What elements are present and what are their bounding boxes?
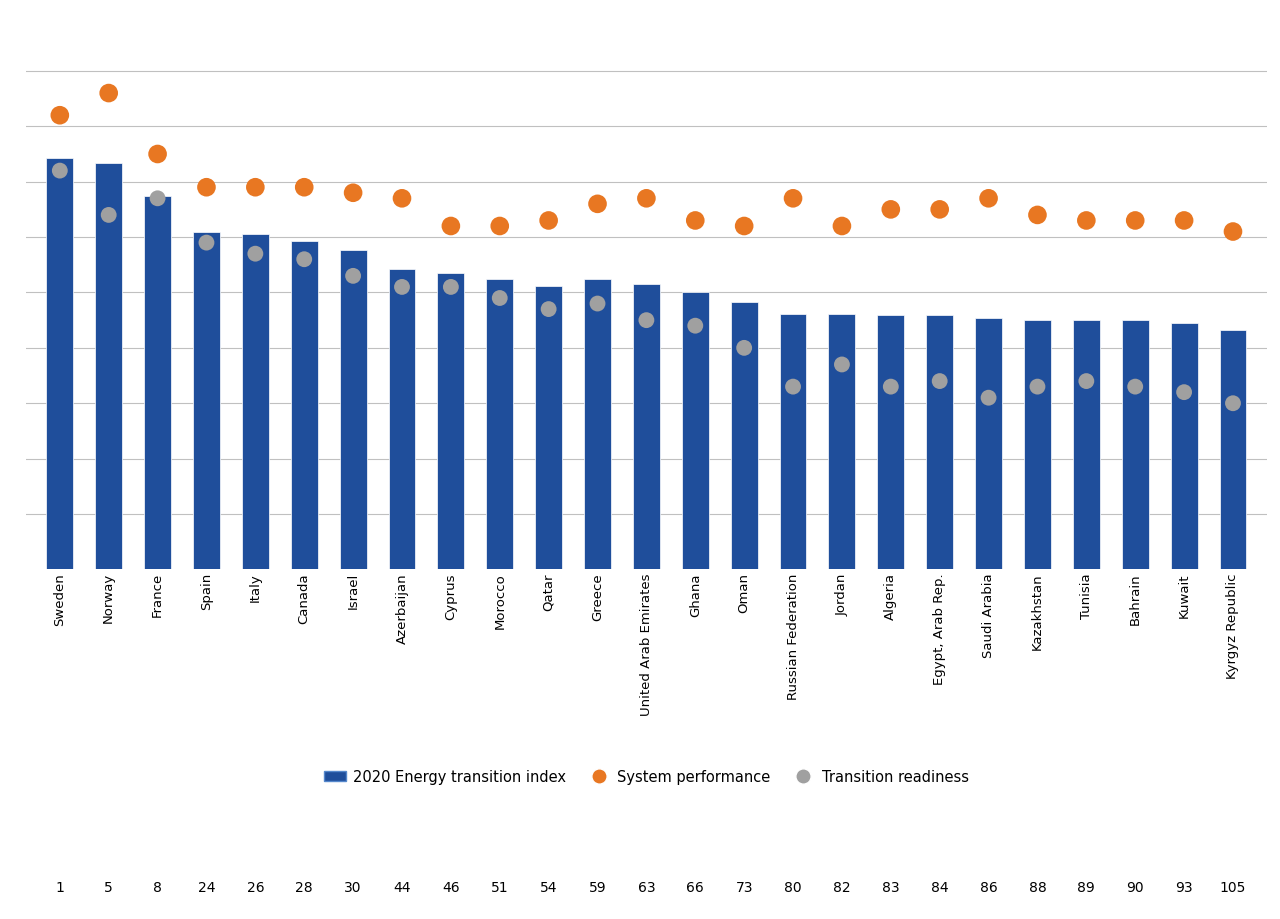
Point [1174, 214, 1194, 229]
Point [733, 220, 754, 234]
Point [244, 181, 265, 196]
Bar [1171, 323, 1198, 570]
Bar [828, 314, 855, 570]
Point [392, 192, 412, 207]
Bar [95, 164, 122, 570]
Bar [242, 235, 269, 570]
Bar [780, 314, 806, 570]
Point [392, 280, 412, 295]
Point [881, 380, 901, 394]
Point [1222, 225, 1243, 240]
Point [929, 203, 950, 218]
Point [978, 391, 998, 405]
Bar [877, 315, 904, 570]
Point [294, 181, 315, 196]
Bar [927, 316, 954, 570]
Point [832, 357, 852, 372]
Point [440, 220, 461, 234]
Bar [975, 319, 1002, 570]
Point [733, 341, 754, 356]
Bar [46, 159, 73, 570]
Bar [584, 279, 611, 570]
Point [147, 147, 168, 162]
Bar [535, 287, 562, 570]
Point [783, 192, 804, 207]
Point [147, 192, 168, 207]
Point [1028, 209, 1048, 223]
Point [489, 291, 509, 306]
Bar [438, 273, 465, 570]
Point [539, 214, 559, 229]
Point [50, 108, 70, 123]
Point [1076, 374, 1097, 389]
Bar [389, 269, 416, 570]
Point [783, 380, 804, 394]
Bar [1073, 320, 1100, 570]
Point [1028, 380, 1048, 394]
Bar [486, 279, 513, 570]
Point [588, 297, 608, 312]
Bar [632, 284, 660, 570]
Point [440, 280, 461, 295]
Bar [339, 251, 366, 570]
Bar [291, 242, 317, 570]
Point [636, 313, 657, 328]
Bar [1121, 321, 1148, 570]
Bar [1220, 331, 1247, 570]
Point [244, 247, 265, 262]
Point [685, 214, 705, 229]
Point [489, 220, 509, 234]
Point [50, 165, 70, 179]
Point [1125, 380, 1146, 394]
Point [685, 319, 705, 334]
Point [294, 253, 315, 267]
Bar [145, 197, 172, 570]
Point [1222, 396, 1243, 411]
Point [196, 181, 216, 196]
Point [588, 198, 608, 212]
Point [343, 187, 364, 201]
Point [1125, 214, 1146, 229]
Point [1076, 214, 1097, 229]
Bar [193, 233, 220, 570]
Point [832, 220, 852, 234]
Legend: 2020 Energy transition index, System performance, Transition readiness: 2020 Energy transition index, System per… [319, 764, 974, 790]
Point [343, 269, 364, 284]
Point [99, 86, 119, 101]
Bar [1024, 320, 1051, 570]
Point [978, 192, 998, 207]
Point [881, 203, 901, 218]
Bar [731, 302, 758, 570]
Point [636, 192, 657, 207]
Point [539, 302, 559, 317]
Bar [682, 292, 709, 570]
Point [196, 236, 216, 251]
Point [99, 209, 119, 223]
Point [929, 374, 950, 389]
Point [1174, 385, 1194, 400]
